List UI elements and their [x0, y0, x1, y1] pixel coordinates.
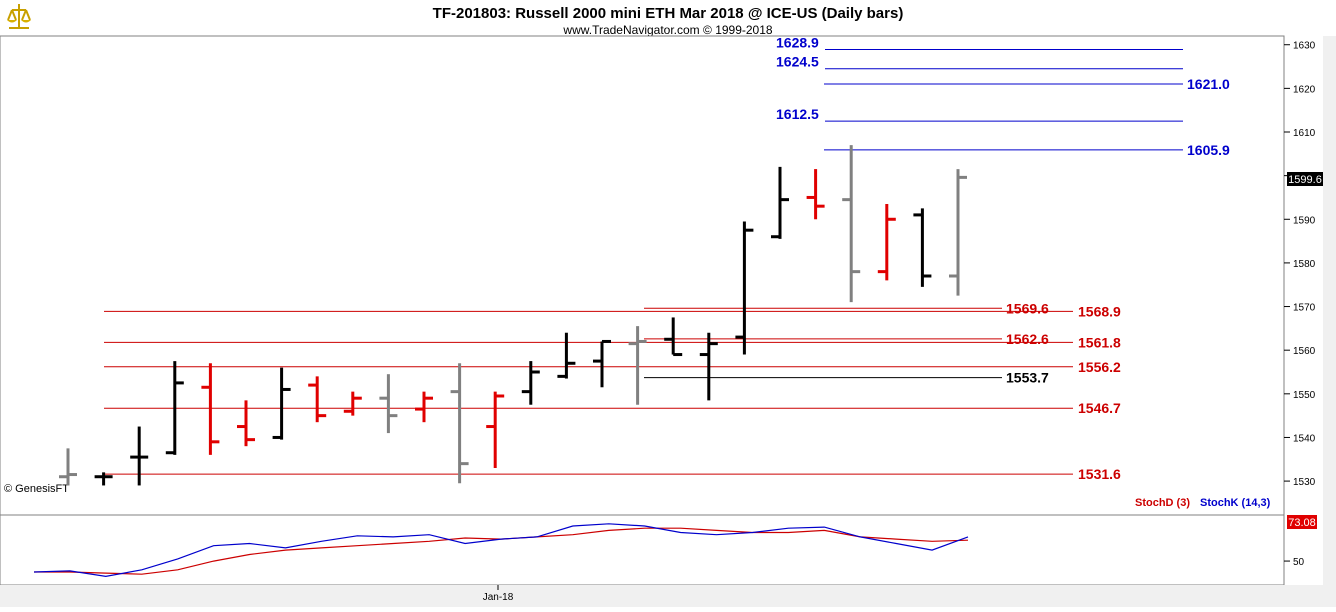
- stochastic-panel: StochD (3) StochK (14,3): [33, 497, 1271, 578]
- level-label: 1546.7: [1078, 400, 1121, 416]
- last-price-label: 1599.6: [1288, 174, 1322, 186]
- ohlc-bar: [593, 339, 611, 388]
- level-label: 1568.9: [1078, 303, 1121, 319]
- stoch-tick-label: 50: [1293, 557, 1305, 568]
- ohlc-bar: [521, 361, 540, 405]
- stoch-value-marker: 73.08: [1287, 515, 1317, 529]
- genesis-watermark: © GenesisFT: [4, 483, 69, 495]
- price-tick-label: 1540: [1293, 433, 1316, 444]
- price-tick-label: 1570: [1293, 303, 1316, 314]
- level-label: 1561.8: [1078, 334, 1121, 350]
- level-label: 1624.5: [776, 54, 819, 70]
- ohlc-bar: [237, 400, 255, 447]
- ohlc-bar: [557, 332, 576, 379]
- ohlc-bar: [450, 363, 469, 484]
- stoch-legend-entry: StochK (14,3): [1200, 497, 1271, 509]
- copyright-text: www.TradeNavigator.com © 1999-2018: [562, 23, 772, 37]
- time-axis: Jan-18: [483, 585, 514, 603]
- ohlc-bar: [486, 391, 505, 468]
- ohlc-bar: [913, 208, 932, 287]
- ohlc-bar: [308, 376, 327, 423]
- price-axis: 1530154015501560157015801590160016101620…: [0, 35, 1336, 607]
- ohlc-bar: [94, 472, 113, 486]
- ohlc-bar: [343, 391, 362, 416]
- ohlc-bar: [771, 166, 789, 239]
- ohlc-bar: [735, 221, 754, 355]
- ohlc-bar: [130, 426, 149, 486]
- ohlc-bar: [699, 332, 718, 401]
- ohlc-bar: [806, 169, 825, 220]
- ohlc-bar: [379, 374, 398, 434]
- price-tick-label: 1590: [1293, 215, 1316, 226]
- ohlc-bar: [628, 326, 647, 405]
- price-tick-label: 1630: [1293, 41, 1316, 52]
- level-label: 1612.5: [776, 106, 819, 122]
- ohlc-bar: [842, 145, 861, 303]
- chart-title: TF-201803: Russell 2000 mini ETH Mar 201…: [433, 5, 904, 22]
- price-tick-label: 1580: [1293, 259, 1316, 270]
- level-label: 1556.2: [1078, 359, 1121, 375]
- ohlc-bar: [201, 363, 220, 455]
- price-levels: 1628.9 1624.5 1621.0 1612.5 1605.9 1569.6 1568…: [104, 35, 1230, 482]
- ohlc-bar: [949, 169, 967, 296]
- stoch-value-label: 73.08: [1288, 517, 1316, 529]
- trade-navigator-logo: [4, 2, 34, 32]
- level-label: 1569.6: [1006, 300, 1049, 316]
- level-label: 1531.6: [1078, 466, 1121, 482]
- price-tick-label: 1620: [1293, 84, 1316, 95]
- ohlc-bar: [59, 448, 77, 486]
- price-tick-label: 1610: [1293, 128, 1316, 139]
- price-tick-label: 1560: [1293, 346, 1316, 357]
- level-label: 1553.7: [1006, 370, 1049, 386]
- level-label: 1605.9: [1187, 142, 1230, 158]
- ohlc-bar: [664, 317, 683, 357]
- price-tick-label: 1530: [1293, 477, 1316, 488]
- level-label: 1562.6: [1006, 331, 1049, 347]
- ohlc-bar: [415, 391, 433, 423]
- price-tick-label: 1550: [1293, 390, 1316, 401]
- time-tick-label: Jan-18: [483, 592, 514, 603]
- ohlc-bar: [165, 361, 184, 455]
- stoch-legend-entry: StochD (3): [1135, 497, 1190, 509]
- ohlc-bars: [59, 145, 967, 486]
- ohlc-bar: [877, 204, 896, 281]
- time-axis-band: [0, 585, 1336, 607]
- last-price-marker: 1599.6: [1287, 172, 1323, 186]
- scroll-gutter: [1323, 36, 1336, 585]
- ohlc-bar: [272, 367, 291, 440]
- level-label: 1628.9: [776, 35, 819, 51]
- stochk-line: [33, 523, 969, 578]
- level-label: 1621.0: [1187, 76, 1230, 92]
